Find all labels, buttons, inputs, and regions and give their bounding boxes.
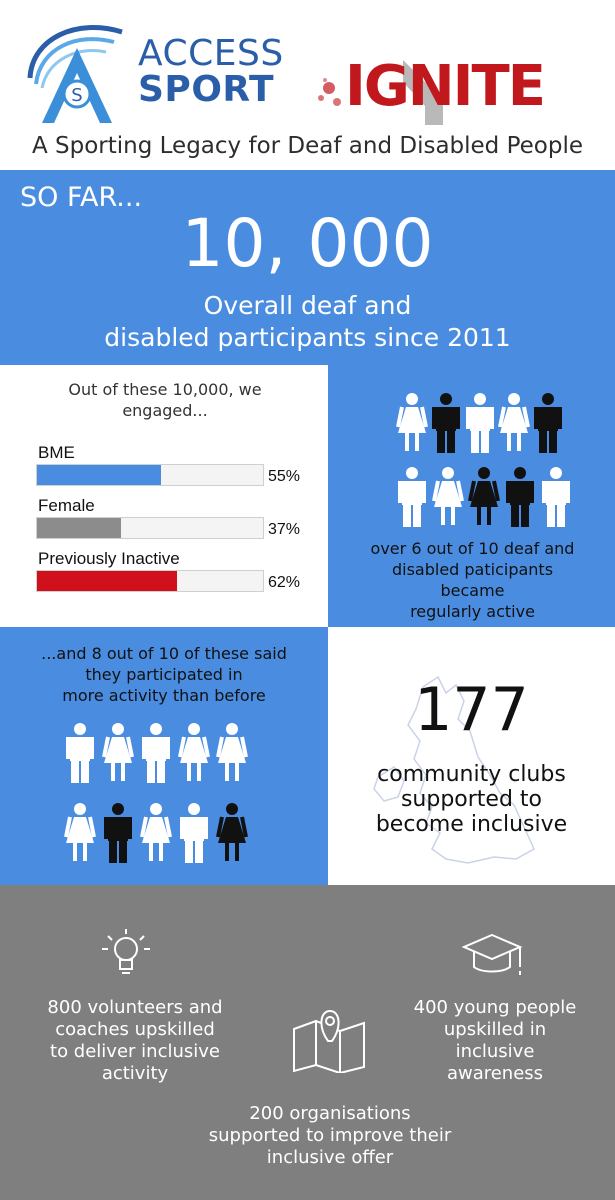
hero-band: SO FAR... 10, 000 Overall deaf and disab… (0, 170, 615, 365)
people-pictogram-group-2 (64, 723, 248, 863)
ignite-logo-text: IGNITE (345, 54, 544, 119)
regularly-active-line2: disabled paticipants (391, 560, 554, 579)
so-far-heading: SO FAR... (20, 182, 143, 213)
clubs-line3: become inclusive (375, 812, 568, 837)
regularly-active-line3: became (440, 581, 505, 600)
young-line3: inclusive (455, 1041, 535, 1062)
person-icon (178, 723, 210, 781)
young-line1: 400 young people (413, 997, 577, 1018)
more-activity-text: ...and 8 out of 10 of these said they pa… (0, 643, 328, 706)
person-icon (216, 803, 248, 861)
logo-line-access: ACCESS (138, 33, 284, 74)
ignite-logo: IGNITE (318, 54, 546, 125)
bar-track-bme (36, 464, 264, 486)
clubs-text: community clubs supported to become incl… (328, 762, 615, 837)
clubs-number: 177 (414, 675, 529, 745)
person-icon (396, 393, 428, 451)
participants-number: 10, 000 (181, 205, 434, 282)
people-pictogram-group-1 (396, 393, 570, 527)
young-people-stat: 400 young people upskilled in inclusive … (385, 997, 605, 1085)
lightbulb-icon (102, 929, 150, 974)
person-icon (140, 803, 172, 861)
person-icon (216, 723, 248, 781)
person-icon (542, 467, 570, 527)
person-icon (432, 467, 464, 525)
engagement-intro: Out of these 10,000, we engaged... (30, 379, 300, 421)
person-icon (104, 803, 132, 863)
regularly-active-line1: over 6 out of 10 deaf and (370, 539, 575, 558)
person-icon (506, 467, 534, 527)
person-icon (142, 723, 170, 783)
stats-band: 800 volunteers and coaches upskilled to … (0, 885, 615, 1200)
young-line4: awareness (446, 1063, 544, 1084)
engagement-panel: Out of these 10,000, we engaged... BME 5… (0, 365, 328, 627)
bar-label-inactive: Previously Inactive (38, 549, 180, 568)
bar-fill-female (37, 518, 121, 538)
participants-label: Overall deaf and disabled participants s… (0, 290, 615, 354)
young-line2: upskilled in (443, 1019, 547, 1040)
tagline: A Sporting Legacy for Deaf and Disabled … (31, 133, 583, 159)
map-pin-icon (293, 1009, 365, 1073)
bar-label-female: Female (38, 496, 95, 515)
volunteers-line3: to deliver inclusive (50, 1041, 220, 1062)
organisations-stat: 200 organisations supported to improve t… (160, 1103, 500, 1169)
graduation-cap-icon (462, 933, 523, 975)
engagement-intro-line1: Out of these 10,000, we (68, 380, 262, 399)
more-activity-panel (0, 627, 328, 885)
bar-pct-female: 37% (268, 521, 301, 538)
bar-pct-bme: 55% (268, 468, 301, 485)
person-icon (66, 723, 94, 783)
orgs-line3: inclusive offer (266, 1147, 394, 1168)
logo-line-sport: SPORT (138, 69, 275, 110)
access-sport-logo-text: ACCESS SPORT (138, 36, 284, 108)
person-icon (432, 393, 460, 453)
more-activity-line3: more activity than before (62, 686, 266, 705)
person-icon (180, 803, 208, 863)
volunteers-line1: 800 volunteers and (47, 997, 223, 1018)
regularly-active-line4: regularly active (410, 602, 535, 621)
access-sport-logo-icon: S (27, 25, 123, 123)
more-activity-line2: they participated in (85, 665, 243, 684)
regularly-active-text: over 6 out of 10 deaf and disabled patic… (330, 538, 615, 622)
regularly-active-panel (328, 365, 615, 627)
uk-map-icon (373, 675, 535, 864)
bar-track-female (36, 517, 264, 539)
more-activity-line1: ...and 8 out of 10 of these said (41, 644, 287, 663)
bar-label-bme: BME (38, 443, 75, 462)
orgs-line1: 200 organisations (249, 1103, 411, 1124)
bar-fill-bme (37, 465, 162, 485)
clubs-line2: supported to (400, 787, 543, 812)
clubs-panel (328, 627, 615, 885)
person-icon (466, 393, 494, 453)
person-icon (534, 393, 562, 453)
volunteers-stat: 800 volunteers and coaches upskilled to … (10, 997, 260, 1085)
bar-pct-inactive: 62% (268, 574, 301, 591)
bar-track-inactive (36, 570, 264, 592)
orgs-line2: supported to improve their (208, 1125, 452, 1146)
volunteers-line2: coaches upskilled (55, 1019, 215, 1040)
participants-label-line2: disabled participants since 2011 (104, 323, 511, 352)
person-icon (398, 467, 426, 527)
person-icon (64, 803, 96, 861)
logo-badge-letter: S (71, 85, 82, 106)
bar-fill-inactive (37, 571, 178, 591)
clubs-line1: community clubs (377, 762, 566, 787)
person-icon (468, 467, 500, 525)
volunteers-line4: activity (101, 1063, 169, 1084)
person-icon (102, 723, 134, 781)
engagement-intro-line2: engaged... (122, 401, 208, 420)
participants-label-line1: Overall deaf and (203, 291, 412, 320)
person-icon (498, 393, 530, 451)
